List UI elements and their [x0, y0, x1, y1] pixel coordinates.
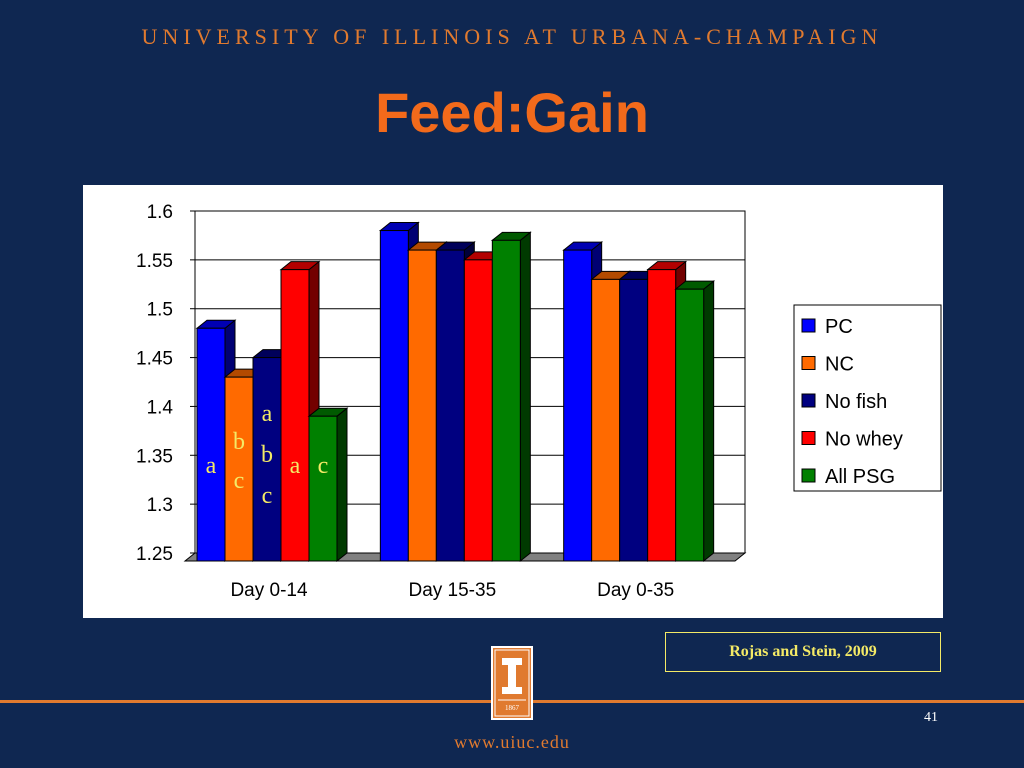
significance-letter: a [206, 453, 217, 479]
bar [280, 269, 310, 562]
y-tick-label: 1.35 [136, 446, 173, 467]
legend-label: No fish [825, 391, 887, 413]
bar [435, 249, 465, 562]
significance-letter: c [318, 453, 329, 479]
bar [591, 278, 621, 562]
bar [563, 249, 593, 562]
y-tick-label: 1.4 [147, 397, 174, 418]
legend-box [793, 304, 942, 492]
y-tick-label: 1.25 [136, 544, 173, 565]
bar [619, 278, 649, 562]
bar [463, 259, 493, 562]
x-category-label: Day 0-14 [230, 580, 308, 601]
bar [379, 230, 409, 562]
significance-letter: c [262, 483, 273, 509]
slide-title: Feed:Gain [375, 81, 649, 144]
x-category-label: Day 0-35 [597, 580, 674, 601]
footer-url: www.uiuc.edu [454, 732, 570, 752]
legend-label: PC [825, 316, 853, 338]
significance-letter: a [262, 401, 273, 427]
bar [407, 249, 437, 562]
y-tick-label: 1.6 [147, 202, 173, 223]
page-number: 41 [924, 710, 938, 725]
legend-swatch [801, 431, 816, 445]
block-i-logo-icon: 1867 [494, 649, 530, 717]
legend-label: All PSG [825, 466, 895, 488]
logo-year: 1867 [505, 704, 520, 712]
bar [308, 415, 338, 562]
significance-letter: a [290, 453, 301, 479]
y-tick-label: 1.45 [136, 349, 173, 370]
legend-label: No whey [825, 429, 903, 451]
university-header: UNIVERSITY OF ILLINOIS AT URBANA-CHAMPAI… [141, 24, 883, 49]
y-tick-label: 1.5 [147, 300, 173, 321]
bar-side [336, 407, 348, 563]
legend-swatch [801, 356, 816, 370]
significance-letter: c [234, 468, 245, 494]
y-tick-label: 1.55 [136, 251, 173, 272]
feed-gain-chart: 1.6 1.55 1.5 1.45 1.4 1.35 1.3 1.25 Day 0-14 Day … [136, 202, 942, 601]
x-category-label: Day 15-35 [408, 580, 496, 601]
legend-swatch [801, 318, 816, 333]
legend-label: NC [825, 354, 854, 376]
bar [224, 376, 254, 562]
bar-side [703, 280, 715, 563]
y-tick-label: 1.3 [147, 495, 173, 516]
bar-side [519, 231, 531, 563]
significance-letter: b [261, 442, 273, 468]
bar [491, 239, 521, 562]
citation-box: Rojas and Stein, 2009 [665, 632, 941, 672]
bar [196, 327, 226, 562]
legend-swatch [801, 393, 816, 408]
bar [252, 357, 282, 562]
chart-panel: 1.6 1.55 1.5 1.45 1.4 1.35 1.3 1.25 Day 0-14 Day … [83, 185, 943, 618]
university-logo: 1867 [491, 646, 533, 720]
bar [675, 288, 705, 562]
bar [647, 269, 677, 562]
significance-letter: b [233, 429, 245, 455]
legend-swatch [801, 468, 816, 483]
